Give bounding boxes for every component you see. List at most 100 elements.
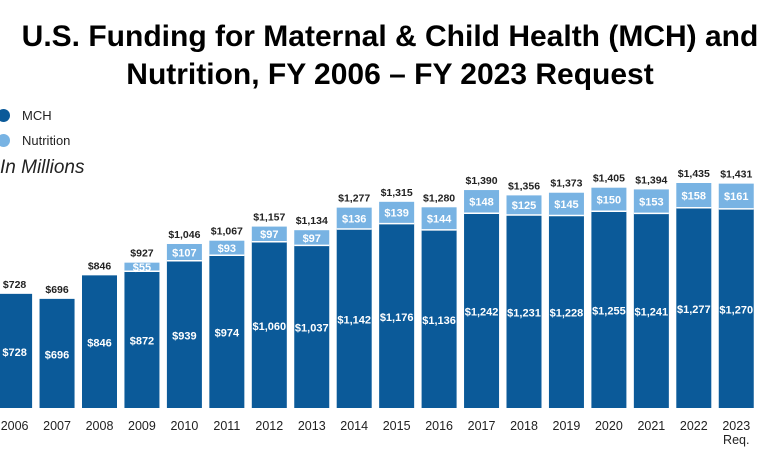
data-label-mch-2020: $1,255 — [592, 306, 626, 318]
total-label-2015: $1,315 — [381, 187, 413, 199]
bar-mch-2020 — [591, 211, 627, 408]
total-label-2013: $1,134 — [296, 215, 328, 227]
data-label-nutrition-2021: $153 — [639, 196, 663, 208]
data-label-mch-2012: $1,060 — [252, 321, 286, 333]
x-tick-label-2010: 2010 — [170, 419, 198, 433]
data-label-nutrition-2019: $145 — [554, 199, 578, 211]
legend-item-nutrition: Nutrition — [0, 128, 70, 153]
x-tick-label-2021: 2021 — [637, 419, 665, 433]
data-label-mch-2010: $939 — [172, 330, 196, 342]
data-label-mch-2017: $1,242 — [465, 307, 499, 319]
bar-nutrition-2022 — [676, 183, 712, 208]
x-tick-label-2009: 2009 — [128, 419, 156, 433]
bar-mch-2012 — [251, 241, 287, 408]
bar-nutrition-2021 — [633, 189, 669, 214]
x-tick-label-2020: 2020 — [595, 419, 623, 433]
data-label-nutrition-2018: $125 — [512, 200, 536, 212]
unit-note: In Millions — [0, 157, 85, 178]
data-label-mch-2014: $1,142 — [337, 314, 371, 326]
bar-mch-2014 — [336, 228, 372, 408]
bar-mch-2021 — [633, 213, 669, 408]
x-tick-label-2017: 2017 — [468, 419, 496, 433]
total-label-2007: $696 — [45, 284, 69, 296]
data-label-mch-2021: $1,241 — [635, 307, 669, 319]
total-label-2014: $1,277 — [338, 193, 370, 205]
data-label-mch-2016: $1,136 — [422, 315, 456, 327]
total-label-2019: $1,373 — [550, 178, 582, 190]
data-label-nutrition-2023: $161 — [724, 191, 748, 203]
legend-label-mch: MCH — [22, 108, 52, 123]
data-label-nutrition-2010: $107 — [172, 247, 196, 259]
x-tick-label-2014: 2014 — [340, 419, 368, 433]
bar-mch-2008 — [82, 275, 117, 408]
total-label-2021: $1,394 — [635, 174, 667, 186]
x-tick-label-2023-line2: Req. — [723, 433, 749, 447]
total-label-2018: $1,356 — [508, 180, 540, 192]
x-tick-label-2016: 2016 — [425, 419, 453, 433]
total-label-2009: $927 — [130, 248, 154, 260]
data-label-mch-2013: $1,037 — [295, 323, 329, 335]
x-tick-label-2013: 2013 — [298, 419, 326, 433]
x-tick-label-2012: 2012 — [255, 419, 283, 433]
total-label-2006: $728 — [3, 279, 27, 291]
legend-item-mch: MCH — [0, 103, 70, 128]
data-label-nutrition-2014: $136 — [342, 213, 366, 225]
total-label-2017: $1,390 — [465, 175, 497, 187]
total-label-2012: $1,157 — [253, 212, 285, 224]
data-label-mch-2007: $696 — [45, 349, 69, 361]
bar-mch-2023 — [718, 208, 754, 408]
total-label-2016: $1,280 — [423, 192, 455, 204]
bar-nutrition-2015 — [379, 201, 415, 224]
total-label-2011: $1,067 — [211, 226, 243, 238]
data-label-mch-2022: $1,277 — [677, 304, 711, 316]
data-label-mch-2019: $1,228 — [550, 308, 584, 320]
bar-nutrition-2020 — [591, 187, 627, 212]
bar-mch-2018 — [506, 214, 542, 408]
legend-swatch-mch — [0, 109, 10, 122]
bar-mch-2019 — [548, 215, 584, 408]
chart-title: U.S. Funding for Maternal & Child Health… — [0, 18, 780, 94]
bar-mch-2013 — [294, 245, 330, 408]
legend-swatch-nutrition — [0, 134, 10, 147]
x-tick-label-2015: 2015 — [383, 419, 411, 433]
data-label-nutrition-2016: $144 — [427, 214, 452, 226]
data-label-nutrition-2011: $93 — [218, 243, 236, 255]
bar-nutrition-2013 — [294, 230, 330, 246]
data-label-mch-2015: $1,176 — [380, 312, 414, 324]
data-label-mch-2009: $872 — [130, 336, 154, 348]
data-label-nutrition-2012: $97 — [260, 229, 278, 241]
data-label-mch-2006: $728 — [2, 347, 26, 359]
bar-mch-2007 — [39, 298, 75, 408]
bar-mch-2022 — [676, 207, 712, 408]
total-label-2020: $1,405 — [593, 173, 625, 185]
x-tick-label-2018: 2018 — [510, 419, 538, 433]
chart-legend: MCH Nutrition — [0, 103, 70, 153]
bar-mch-2011 — [209, 255, 245, 408]
bar-mch-2009 — [124, 271, 160, 408]
x-tick-label-2022: 2022 — [680, 419, 708, 433]
bar-nutrition-2023 — [718, 183, 754, 209]
data-label-nutrition-2022: $158 — [682, 190, 706, 202]
data-label-mch-2023: $1,270 — [719, 304, 753, 316]
bar-mch-2015 — [379, 223, 415, 408]
chart-title-line2: Nutrition, FY 2006 – FY 2023 Request — [126, 58, 654, 91]
bar-mch-2016 — [421, 229, 457, 408]
bar-nutrition-2014 — [336, 207, 372, 229]
bar-mch-2010 — [166, 260, 202, 408]
bar-mch-2017 — [464, 213, 500, 408]
total-label-2023: $1,431 — [720, 169, 752, 181]
data-label-mch-2018: $1,231 — [507, 307, 541, 319]
bar-nutrition-2019 — [548, 192, 584, 216]
legend-label-nutrition: Nutrition — [22, 133, 71, 148]
bar-nutrition-2018 — [506, 195, 542, 215]
data-label-nutrition-2017: $148 — [469, 197, 493, 209]
chart-title-line1: U.S. Funding for Maternal & Child Health… — [21, 20, 759, 53]
data-label-nutrition-2020: $150 — [597, 194, 621, 206]
data-label-mch-2008: $846 — [87, 338, 111, 350]
x-tick-label-2008: 2008 — [86, 419, 114, 433]
data-label-nutrition-2013: $97 — [303, 233, 321, 245]
total-label-2008: $846 — [88, 260, 112, 272]
bar-nutrition-2009 — [124, 262, 160, 272]
x-tick-label-2023: 2023 — [722, 419, 750, 433]
